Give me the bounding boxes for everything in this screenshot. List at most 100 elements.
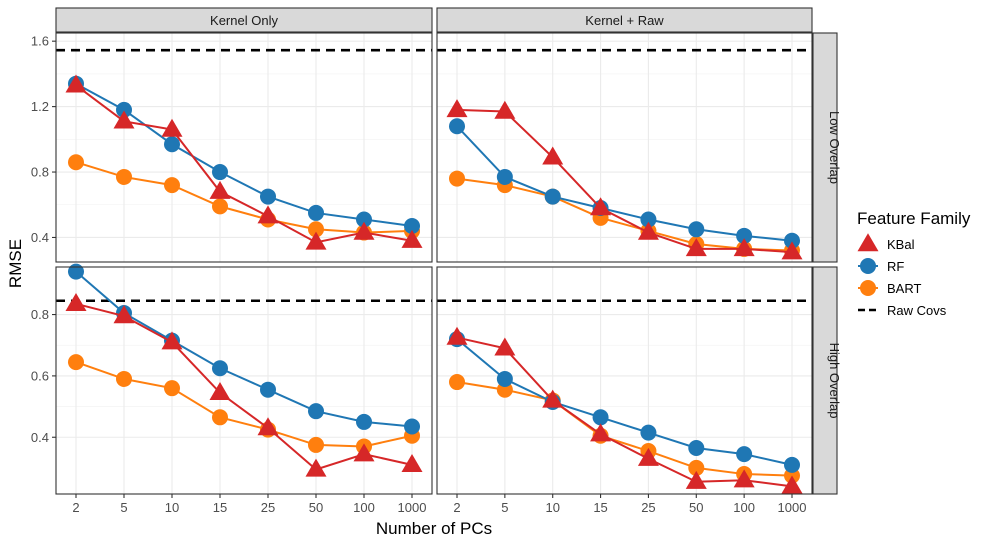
point-kbal-15 <box>590 423 612 442</box>
strip-background <box>812 32 838 263</box>
point-kbal-25 <box>637 221 659 240</box>
point-kbal-2 <box>446 326 468 345</box>
legend-key-circle <box>860 258 876 274</box>
y-tick-label: 0.6 <box>31 368 49 383</box>
point-kbal-100 <box>353 443 375 462</box>
point-kbal-15 <box>209 381 231 400</box>
point-rf-100 <box>736 227 753 244</box>
strip-background <box>436 7 813 33</box>
series-line-bart <box>75 161 413 234</box>
point-bart-50 <box>308 436 324 453</box>
strip-low-overlap: Low Overlap <box>812 32 842 263</box>
panel-background <box>437 33 812 262</box>
x-tick-label: 50 <box>309 500 323 515</box>
x-tick-label: 5 <box>120 500 127 515</box>
point-bart-10 <box>164 177 180 194</box>
point-bart-50 <box>688 459 705 476</box>
panel-border <box>55 266 433 495</box>
point-rf-50 <box>688 221 705 238</box>
legend-key-circle <box>860 280 876 296</box>
point-bart-2 <box>449 374 465 391</box>
point-rf-25 <box>640 424 657 441</box>
y-tick-label: 1.6 <box>31 34 49 49</box>
x-tick-label: 15 <box>213 500 227 515</box>
panel-kernel-only-high-overlap <box>55 263 433 495</box>
point-kbal-1000 <box>401 229 423 248</box>
point-kbal-50 <box>305 231 327 250</box>
point-kbal-5 <box>113 305 135 324</box>
point-rf-15 <box>212 360 228 377</box>
y-tick-label: 0.8 <box>31 307 49 322</box>
x-tick-label: 50 <box>689 500 703 515</box>
point-rf-100 <box>356 211 372 228</box>
x-tick-label: 100 <box>353 500 375 515</box>
x-axis-kernel-only: 2 5 10 15 25 50 100 1000 <box>72 494 426 515</box>
point-bart-2 <box>68 154 84 171</box>
x-tick-label: 2 <box>72 500 79 515</box>
series-line-bart <box>75 361 413 448</box>
point-rf-1000 <box>784 456 800 473</box>
point-rf-1000 <box>784 232 800 249</box>
strip-kernel-raw: Kernel + Raw <box>436 7 813 33</box>
point-kbal-2 <box>65 293 87 312</box>
point-bart-50 <box>308 221 324 238</box>
point-kbal-50 <box>685 470 707 489</box>
x-tick-label: 100 <box>733 500 755 515</box>
panel-kernel-only-low-overlap <box>55 32 433 263</box>
y-tick-label: 1.2 <box>31 99 49 114</box>
y-tick-label: 0.8 <box>31 165 49 180</box>
point-rf-50 <box>688 439 705 456</box>
point-bart-15 <box>212 409 228 426</box>
legend-label: KBal <box>887 237 915 252</box>
point-rf-2 <box>449 118 465 135</box>
point-rf-5 <box>496 168 513 185</box>
y-axis-title: RMSE <box>6 239 25 288</box>
series-rf <box>68 75 420 235</box>
point-bart-5 <box>116 168 132 185</box>
x-tick-label: 1000 <box>778 500 807 515</box>
legend-item-kbal: KBal <box>857 233 915 252</box>
x-axis-kernel-raw: 2 5 10 15 25 50 100 1000 <box>453 494 806 515</box>
series-kbal <box>65 74 423 250</box>
point-kbal-100 <box>733 469 755 488</box>
legend-item-raw-covs: Raw Covs <box>858 303 947 318</box>
point-rf-5 <box>496 370 513 387</box>
point-kbal-10 <box>161 118 183 137</box>
y-axis-high-overlap: 0.4 0.6 0.8 <box>31 307 56 445</box>
point-kbal-10 <box>542 146 564 165</box>
point-kbal-2 <box>65 74 87 93</box>
y-tick-label: 0.4 <box>31 430 49 445</box>
x-tick-label: 5 <box>501 500 508 515</box>
point-rf-25 <box>260 188 276 205</box>
point-bart-10 <box>164 380 180 397</box>
series-line-rf <box>456 125 793 242</box>
legend: Feature Family KBal RF BART Raw Covs <box>857 209 971 318</box>
point-rf-25 <box>260 381 276 398</box>
point-rf-50 <box>308 204 324 221</box>
point-kbal-100 <box>353 221 375 240</box>
series-kbal <box>65 293 423 477</box>
x-tick-label: 15 <box>593 500 607 515</box>
point-kbal-25 <box>257 205 279 224</box>
point-rf-25 <box>640 211 657 228</box>
panel-kernel-raw-low-overlap <box>436 32 813 263</box>
legend-label: Raw Covs <box>887 303 947 318</box>
strip-label: Low Overlap <box>827 111 842 184</box>
point-rf-5 <box>116 101 132 118</box>
point-kbal-50 <box>685 238 707 257</box>
legend-item-bart: BART <box>858 280 921 296</box>
point-kbal-25 <box>257 417 279 436</box>
series-line-rf <box>75 82 413 228</box>
point-kbal-10 <box>161 331 183 350</box>
point-kbal-5 <box>113 110 135 129</box>
strip-high-overlap: High Overlap <box>812 266 842 495</box>
x-tick-label: 25 <box>261 500 275 515</box>
legend-title: Feature Family <box>857 209 971 228</box>
point-rf-1000 <box>404 418 420 435</box>
x-tick-label: 25 <box>641 500 655 515</box>
strip-kernel-only: Kernel Only <box>55 7 433 33</box>
point-kbal-25 <box>637 447 659 466</box>
x-tick-label: 1000 <box>398 500 427 515</box>
point-rf-100 <box>356 413 372 430</box>
